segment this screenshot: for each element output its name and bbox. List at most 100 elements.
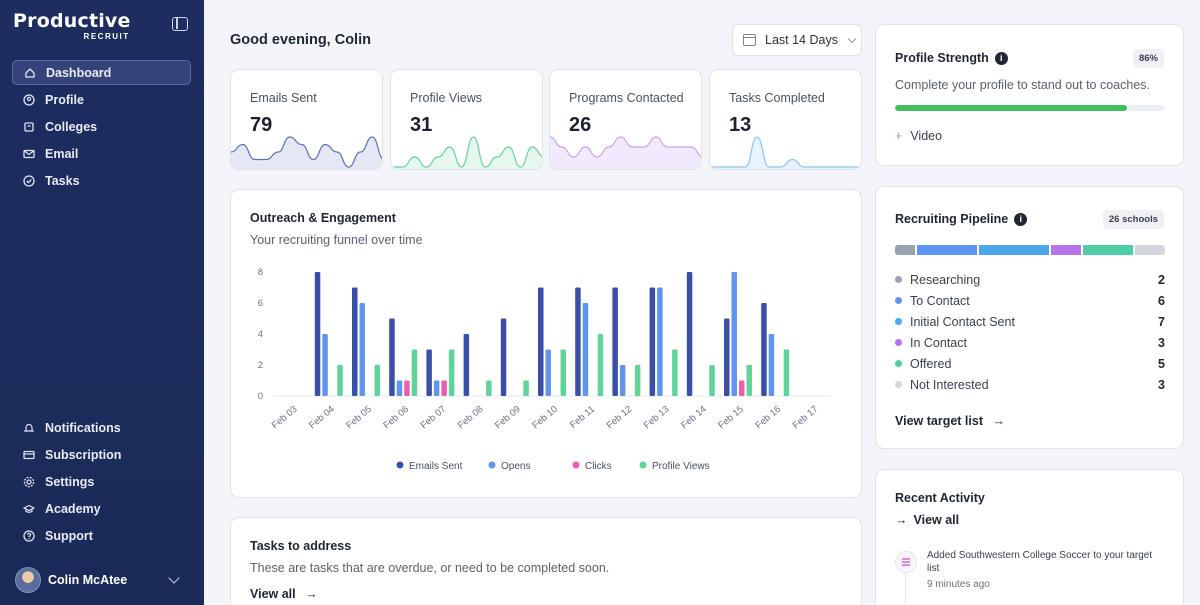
bar-profile-views <box>411 349 418 396</box>
legend-item: Profile Views <box>639 461 710 472</box>
stage-name: Researching <box>910 272 981 287</box>
brand-subname: RECRUIT <box>83 32 130 41</box>
profile-views-stat-card: Profile Views 31 <box>390 69 543 170</box>
tasks-card: Tasks to address These are tasks that ar… <box>230 517 862 605</box>
sidebar-toggle-icon[interactable] <box>172 17 188 31</box>
sidebar-item-dashboard[interactable]: Dashboard <box>12 60 191 85</box>
bar-emails-sent <box>463 334 470 396</box>
x-tick-label: Feb 09 <box>493 404 523 431</box>
brand-logo[interactable]: Productive RECRUIT <box>13 12 131 42</box>
list-icon <box>895 551 917 573</box>
bar-opens <box>545 349 551 396</box>
info-icon[interactable]: i <box>1014 213 1028 227</box>
bar-clicks <box>404 380 410 396</box>
outreach-chart-card: Outreach & Engagement Your recruiting fu… <box>230 189 862 498</box>
stage-dot <box>895 297 902 304</box>
legend-item: Emails Sent <box>396 461 463 472</box>
sidebar-item-profile[interactable]: Profile <box>12 87 191 112</box>
stage-dot <box>895 339 902 346</box>
stage-count: 2 <box>1158 272 1165 287</box>
sidebar-item-settings[interactable]: Settings <box>12 469 191 494</box>
sidebar-item-label: Academy <box>45 502 101 517</box>
stat-value: 79 <box>250 114 273 136</box>
bar-emails-sent <box>352 287 358 396</box>
mail-icon <box>22 147 36 161</box>
stat-label: Emails Sent <box>250 91 317 105</box>
y-tick-label: 2 <box>258 360 263 371</box>
stage-name: To Contact <box>910 293 970 308</box>
bar-profile-views <box>486 380 492 396</box>
tasks-view-all-link[interactable]: View all → <box>250 587 318 601</box>
progress-fill <box>895 105 1128 111</box>
profile-strength-subtitle: Complete your profile to stand out to co… <box>895 78 1151 92</box>
profile-strength-card: Profile Strength i 86% Complete your prof… <box>875 24 1184 166</box>
sidebar-item-tasks[interactable]: Tasks <box>12 169 191 194</box>
pipeline-stage-row: Offered 5 <box>895 353 1165 374</box>
activity-view-all-link[interactable]: → View all <box>895 513 959 527</box>
tasks-subtitle: These are tasks that are overdue, or nee… <box>250 561 610 575</box>
sparkline <box>710 136 861 169</box>
stage-count: 5 <box>1158 356 1165 371</box>
y-tick-label: 8 <box>258 267 263 278</box>
bar-opens <box>731 272 737 396</box>
x-tick-label: Feb 07 <box>419 404 449 431</box>
y-tick-label: 0 <box>258 391 263 402</box>
bar-emails-sent <box>426 349 432 396</box>
bar-emails-sent <box>612 287 618 396</box>
profile-strength-title: Profile Strength i <box>895 51 1008 66</box>
x-tick-label: Feb 10 <box>530 404 560 431</box>
date-range-select[interactable]: Last 14 Days <box>732 24 862 56</box>
sparkline-area <box>231 137 382 169</box>
activity-item: Added Southwestern College Soccer to you… <box>927 549 1167 591</box>
bar-emails-sent <box>761 303 767 396</box>
profile-strength-progress <box>895 105 1165 111</box>
tasks-completed-stat-card: Tasks Completed 13 <box>709 69 862 170</box>
graduation-cap-icon <box>22 502 36 516</box>
sidebar-item-label: Colleges <box>45 119 98 134</box>
x-tick-label: Feb 08 <box>456 404 486 431</box>
arrow-right-icon: → <box>895 513 908 527</box>
calendar-icon <box>743 34 756 46</box>
stage-count: 3 <box>1158 335 1165 350</box>
programs-contacted-stat-card: Programs Contacted 26 <box>549 69 702 170</box>
stat-label: Tasks Completed <box>729 91 825 105</box>
bar-profile-views <box>374 365 380 396</box>
bar-emails-sent <box>314 272 321 396</box>
sparkline <box>550 136 701 169</box>
bar-opens <box>619 365 626 396</box>
legend-item: Opens <box>488 461 530 472</box>
x-tick-label: Feb 12 <box>605 404 635 431</box>
building-icon <box>22 120 36 134</box>
gear-icon <box>22 475 36 489</box>
sidebar-item-notifications[interactable]: Notifications <box>12 415 191 440</box>
bar-emails-sent <box>649 287 656 396</box>
bar-profile-views <box>523 380 529 396</box>
bar-emails-sent <box>724 318 730 396</box>
bar-clicks <box>441 380 447 396</box>
sidebar-item-subscription[interactable]: Subscription <box>12 442 191 467</box>
plus-icon: + <box>895 129 903 143</box>
x-tick-label: Feb 03 <box>270 404 300 431</box>
sidebar-item-support[interactable]: Support <box>12 524 191 549</box>
sidebar-item-label: Email <box>45 147 79 162</box>
pipeline-segment <box>1082 245 1134 255</box>
sparkline-area <box>391 137 542 169</box>
bar-emails-sent <box>500 318 507 396</box>
pipeline-bar <box>895 245 1165 255</box>
sidebar-item-email[interactable]: Email <box>12 142 191 167</box>
x-tick-label: Feb 13 <box>642 404 672 431</box>
sidebar-item-academy[interactable]: Academy <box>12 497 191 522</box>
pipeline-stage-row: To Contact 6 <box>895 290 1165 311</box>
bar-emails-sent <box>575 287 581 396</box>
sidebar-item-label: Notifications <box>45 420 121 435</box>
sidebar-item-label: Subscription <box>45 447 122 462</box>
info-icon[interactable]: i <box>994 52 1008 66</box>
pipeline-segment <box>895 245 916 255</box>
view-target-list-link[interactable]: View target list → <box>895 414 1005 428</box>
add-video-item[interactable]: + Video <box>895 129 942 143</box>
stat-label: Profile Views <box>410 91 483 105</box>
sidebar-item-colleges[interactable]: Colleges <box>12 114 191 139</box>
bar-emails-sent <box>538 287 544 396</box>
user-menu[interactable]: Colin McAtee <box>15 566 190 594</box>
avatar <box>15 567 41 593</box>
